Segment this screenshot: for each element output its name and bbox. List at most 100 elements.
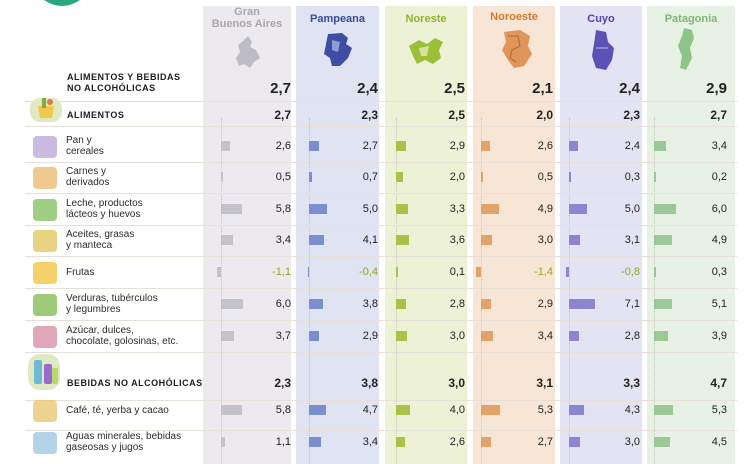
bar-gran-buenos-aires — [221, 204, 242, 214]
noroeste-map-icon — [502, 30, 532, 68]
value-gran-buenos-aires: 3,4 — [275, 234, 291, 246]
value-cuyo: 2,8 — [624, 330, 640, 342]
row-label-line: derivados — [66, 177, 110, 188]
section-value-noreste: 3,0 — [448, 376, 465, 390]
value-patagonia: 4,5 — [711, 436, 727, 448]
bar-noroeste — [481, 405, 501, 415]
section-value-cuyo: 3,3 — [623, 376, 640, 390]
value-pampeana: -0,4 — [359, 266, 378, 278]
bar-cuyo — [566, 267, 569, 277]
value-pampeana: 5,0 — [362, 203, 378, 215]
bar-patagonia — [654, 331, 669, 341]
section-value-noroeste: 2,0 — [536, 108, 553, 122]
separator — [25, 430, 737, 431]
bar-patagonia — [654, 204, 676, 214]
bar-gran-buenos-aires — [217, 267, 221, 277]
bar-cuyo — [569, 299, 595, 309]
bar-patagonia — [654, 405, 674, 415]
baseline-cuyo — [569, 118, 570, 464]
value-noreste: 2,0 — [449, 171, 465, 183]
cuyo-map-icon — [592, 30, 614, 70]
row-label-line: Leche, productos — [66, 198, 143, 209]
value-noreste: 4,0 — [449, 404, 465, 416]
bar-noreste — [396, 405, 411, 415]
value-cuyo: 3,0 — [624, 436, 640, 448]
value-noroeste: -1,4 — [534, 266, 553, 278]
value-pampeana: 3,4 — [362, 436, 378, 448]
value-patagonia: 6,0 — [711, 203, 727, 215]
value-noreste: 3,0 — [449, 330, 465, 342]
separator — [25, 352, 737, 353]
value-pampeana: 0,7 — [362, 171, 378, 183]
groceries-icon — [30, 98, 62, 122]
value-noroeste: 2,7 — [537, 436, 553, 448]
value-pampeana: 2,7 — [362, 140, 378, 152]
product-icon — [33, 294, 57, 316]
value-pampeana: 4,1 — [362, 234, 378, 246]
bar-noroeste — [481, 299, 492, 309]
value-gran-buenos-aires: 0,5 — [275, 171, 291, 183]
bar-cuyo — [569, 141, 578, 151]
baseline-gran-buenos-aires — [221, 118, 222, 464]
separator — [25, 193, 737, 194]
total-value-noroeste: 2,1 — [532, 80, 553, 97]
value-noroeste: 4,9 — [537, 203, 553, 215]
region-header-noreste: Noreste — [405, 13, 447, 25]
product-icon — [33, 432, 57, 454]
value-cuyo: -0,8 — [621, 266, 640, 278]
bar-noreste — [396, 437, 406, 447]
section-value-pampeana: 3,8 — [361, 376, 378, 390]
row-label-line: Café, té, yerba y cacao — [66, 405, 169, 416]
bar-patagonia — [654, 141, 667, 151]
product-icon — [33, 199, 57, 221]
value-gran-buenos-aires: 2,6 — [275, 140, 291, 152]
bar-noreste — [396, 267, 398, 277]
total-value-patagonia: 2,9 — [706, 80, 727, 97]
region-header-noroeste: Noroeste — [490, 11, 538, 23]
bar-noroeste — [481, 172, 483, 182]
value-patagonia: 4,9 — [711, 234, 727, 246]
section-value-noreste: 2,5 — [448, 108, 465, 122]
row-label-line: cereales — [66, 146, 104, 157]
separator — [25, 162, 737, 163]
bar-pampeana — [309, 141, 319, 151]
bar-gran-buenos-aires — [221, 172, 223, 182]
value-noroeste: 3,0 — [537, 234, 553, 246]
bar-patagonia — [654, 299, 673, 309]
bar-pampeana — [309, 299, 323, 309]
baseline-noreste — [396, 118, 397, 464]
bar-noroeste — [475, 267, 481, 277]
value-patagonia: 3,4 — [711, 140, 727, 152]
separator — [25, 288, 737, 289]
bar-pampeana — [309, 204, 327, 214]
row-label-line: Aguas minerales, bebidas — [66, 431, 182, 442]
bar-pampeana — [309, 235, 324, 245]
product-icon — [33, 400, 57, 422]
bar-gran-buenos-aires — [221, 405, 242, 415]
bar-noroeste — [481, 437, 491, 447]
region-header-cuyo: Cuyo — [587, 13, 615, 25]
section-label-bebidas-no-alcoh-licas: BEBIDAS NO ALCOHÓLICAS — [67, 378, 203, 388]
column-bg-gran-buenos-aires — [203, 6, 291, 464]
region-header-gran-buenos-aires: Gran Buenos Aires — [203, 6, 291, 30]
baseline-noroeste — [481, 118, 482, 464]
value-cuyo: 7,1 — [624, 298, 640, 310]
bar-noreste — [396, 172, 404, 182]
value-noreste: 2,6 — [449, 436, 465, 448]
bar-cuyo — [569, 172, 571, 182]
product-icon — [33, 167, 57, 189]
product-icon — [33, 136, 57, 158]
bar-pampeana — [309, 405, 326, 415]
bar-noroeste — [481, 331, 494, 341]
region-header-patagonia: Patagonia — [664, 13, 718, 25]
section-value-gran-buenos-aires: 2,7 — [274, 108, 291, 122]
value-cuyo: 0,3 — [624, 171, 640, 183]
value-gran-buenos-aires: 5,8 — [275, 203, 291, 215]
bar-gran-buenos-aires — [221, 437, 225, 447]
region-header-line: Buenos Aires — [211, 18, 283, 30]
value-noroeste: 2,9 — [537, 298, 553, 310]
bar-cuyo — [569, 405, 585, 415]
bar-patagonia — [654, 437, 671, 447]
bar-pampeana — [307, 267, 309, 277]
